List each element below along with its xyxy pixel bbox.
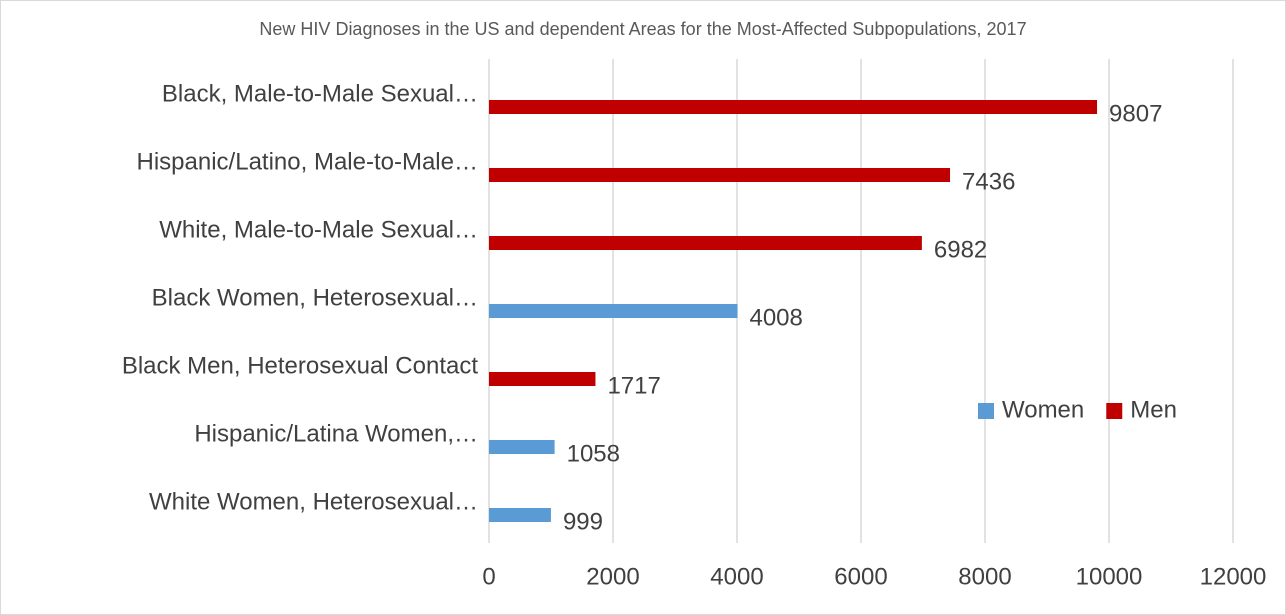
y-tick-label: White Women, Heterosexual… [149,488,478,515]
data-label: 7436 [962,168,1015,195]
x-tick-label: 0 [482,563,495,590]
y-tick-label: Hispanic/Latino, Male-to-Male… [137,148,478,175]
data-label: 9807 [1109,100,1162,127]
x-tick-label: 4000 [710,563,763,590]
bar [489,440,555,454]
bar [489,100,1098,114]
x-tick-label: 10000 [1076,563,1143,590]
bar [489,508,551,522]
x-tick-label: 8000 [958,563,1011,590]
chart-title: New HIV Diagnoses in the US and dependen… [259,19,1027,39]
x-tick-label: 2000 [586,563,639,590]
bar [489,236,922,250]
y-tick-label: Black, Male-to-Male Sexual… [162,80,478,107]
y-tick-label: White, Male-to-Male Sexual… [159,216,478,243]
legend-label: Men [1130,396,1177,423]
data-label: 1058 [567,440,620,467]
bar [489,304,738,318]
bar [489,168,951,182]
data-label: 6982 [934,236,987,263]
x-tick-label: 6000 [834,563,887,590]
x-tick-label: 12000 [1200,563,1267,590]
data-label: 1717 [607,372,660,399]
data-label: 4008 [749,304,802,331]
legend-swatch [1106,403,1123,419]
y-tick-label: Black Women, Heterosexual… [152,284,478,311]
y-tick-label: Black Men, Heterosexual Contact [122,352,479,379]
legend-label: Women [1002,396,1084,423]
data-label: 999 [563,508,603,535]
legend-swatch [978,403,994,419]
y-tick-label: Hispanic/Latina Women,… [194,420,478,447]
bar [489,372,596,386]
